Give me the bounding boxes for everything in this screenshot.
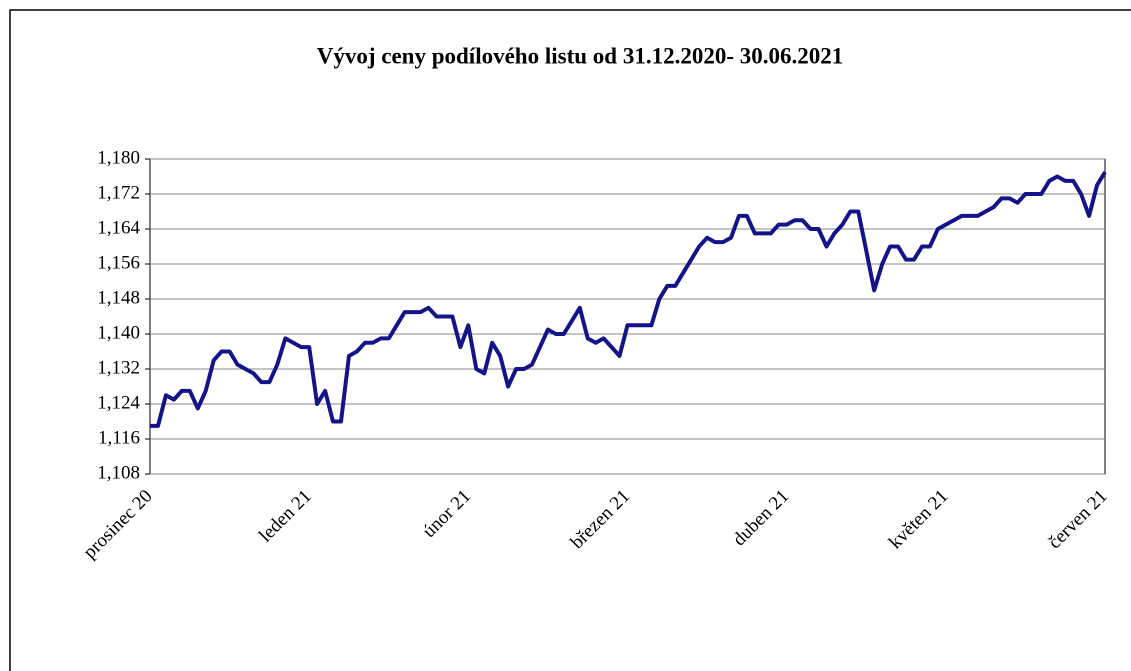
y-tick-label: 1,148 <box>97 287 140 308</box>
y-tick-label: 1,108 <box>97 462 140 483</box>
price-line <box>150 171 1107 428</box>
y-tick-label: 1,116 <box>98 427 140 448</box>
y-tick-label: 1,156 <box>97 252 140 273</box>
y-tick-label: 1,164 <box>97 217 140 238</box>
y-tick-label: 1,132 <box>97 357 140 378</box>
chart-title: Vývoj ceny podílového listu od 31.12.202… <box>317 43 843 68</box>
y-tick-label: 1,124 <box>97 392 140 413</box>
y-tick-label: 1,180 <box>97 147 140 168</box>
y-tick-label: 1,172 <box>97 182 140 203</box>
y-tick-label: 1,140 <box>97 322 140 343</box>
plot-area <box>149 158 1106 475</box>
